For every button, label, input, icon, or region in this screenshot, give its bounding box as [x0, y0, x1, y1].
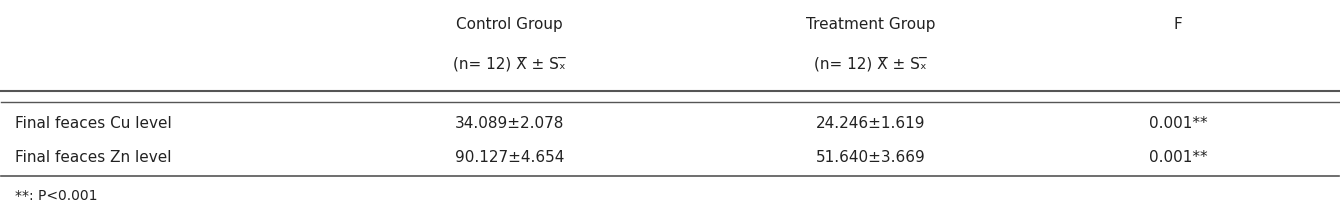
- Text: F: F: [1174, 17, 1182, 32]
- Text: Treatment Group: Treatment Group: [805, 17, 935, 32]
- Text: 34.089±2.078: 34.089±2.078: [454, 116, 564, 131]
- Text: 0.001**: 0.001**: [1148, 116, 1207, 131]
- Text: (n= 12) X̅ ± Sₓ̅: (n= 12) X̅ ± Sₓ̅: [815, 57, 927, 72]
- Text: (n= 12) X̅ ± Sₓ̅: (n= 12) X̅ ± Sₓ̅: [453, 57, 565, 72]
- Text: Final feaces Cu level: Final feaces Cu level: [15, 116, 172, 131]
- Text: **: P<0.001: **: P<0.001: [15, 188, 98, 202]
- Text: Control Group: Control Group: [456, 17, 563, 32]
- Text: 0.001**: 0.001**: [1148, 150, 1207, 165]
- Text: Final feaces Zn level: Final feaces Zn level: [15, 150, 172, 165]
- Text: 24.246±1.619: 24.246±1.619: [816, 116, 926, 131]
- Text: 51.640±3.669: 51.640±3.669: [816, 150, 926, 165]
- Text: 90.127±4.654: 90.127±4.654: [454, 150, 564, 165]
